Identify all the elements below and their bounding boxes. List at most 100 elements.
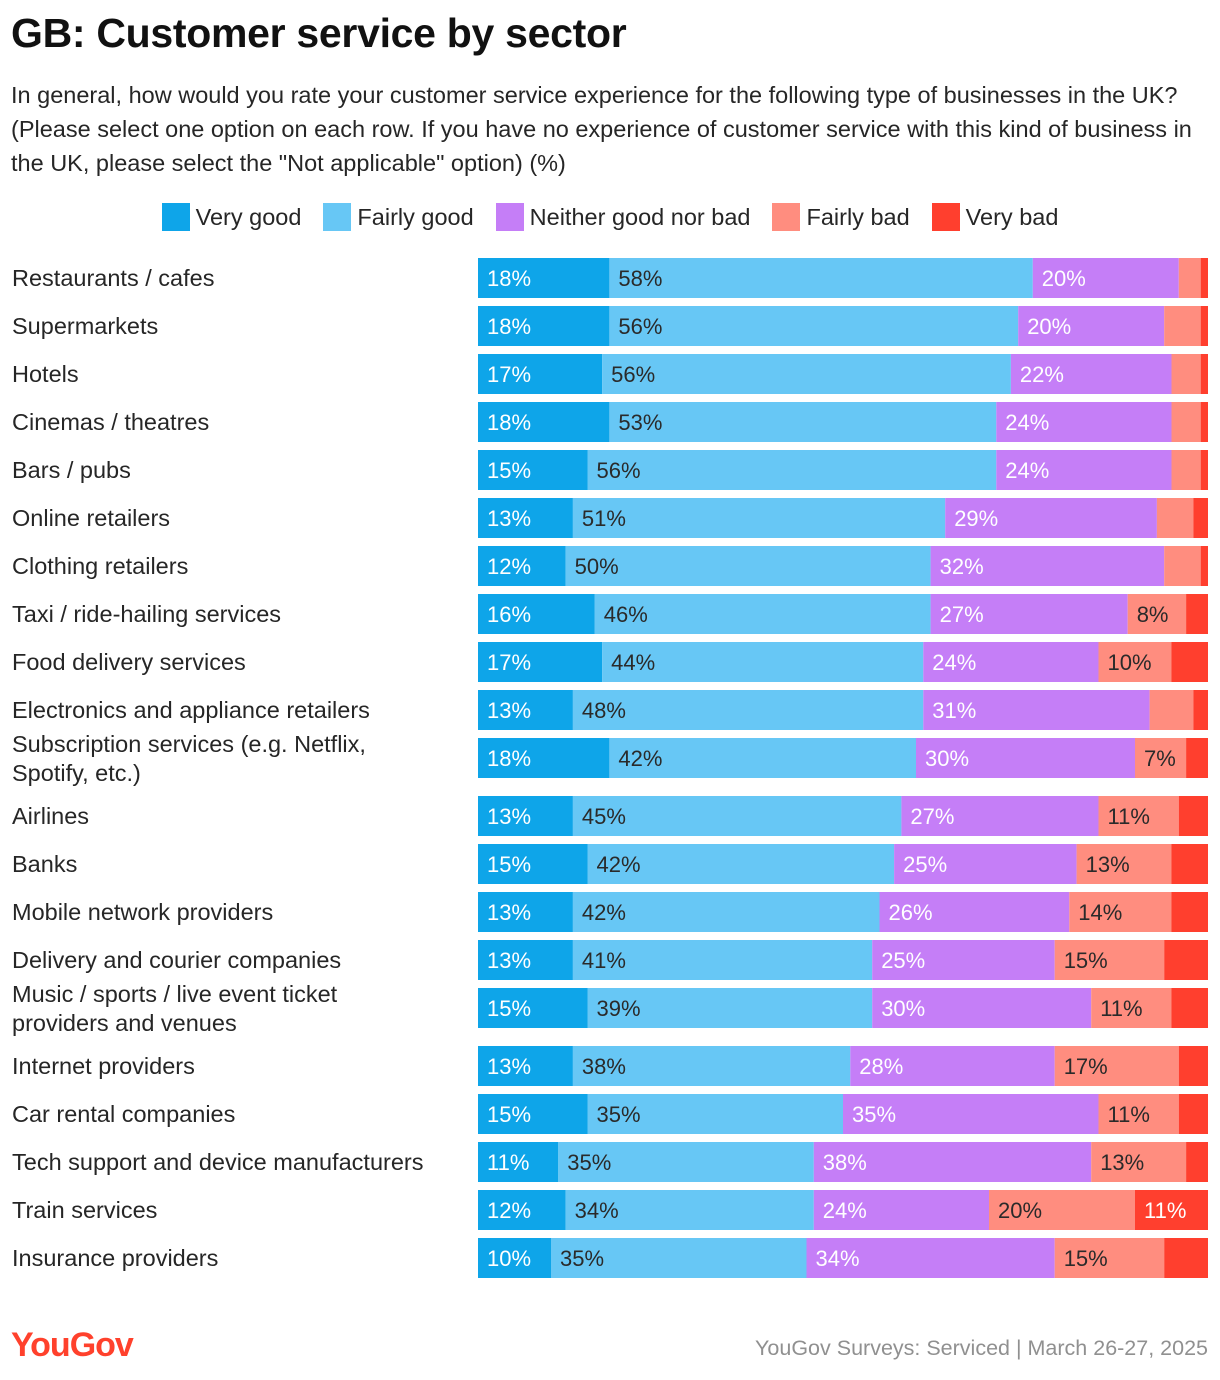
data-label: 58% (618, 266, 662, 291)
legend-label: Very good (195, 203, 302, 230)
data-label: 7% (1144, 746, 1176, 771)
bar-segment (478, 642, 603, 682)
data-label: 13% (487, 900, 531, 925)
bar-segment (478, 594, 595, 634)
bar-segment (1164, 1238, 1208, 1278)
bar-segment (478, 258, 610, 298)
bar-segment (1200, 258, 1208, 298)
bar-segment (1171, 844, 1208, 884)
data-label: 8% (1137, 602, 1169, 627)
data-label: 13% (487, 1054, 531, 1079)
bar-segment (1171, 354, 1201, 394)
bar-segment (1054, 1046, 1179, 1086)
data-label: 14% (1078, 900, 1122, 925)
yougov-logo: YouGov (11, 1326, 134, 1364)
row-label: Tech support and device manufacturers (12, 1149, 423, 1175)
bar-segment (1178, 796, 1208, 836)
row-label: Online retailers (12, 505, 170, 531)
bar-segment (609, 258, 1033, 298)
row-label: Insurance providers (12, 1245, 218, 1271)
data-label: 48% (582, 698, 626, 723)
data-label: 17% (1064, 1054, 1108, 1079)
data-label: 24% (823, 1198, 867, 1223)
bar-segment (478, 940, 573, 980)
bar-segment (478, 306, 610, 346)
bar-segment (1171, 892, 1208, 932)
data-label: 20% (1042, 266, 1086, 291)
bar-segment (587, 988, 873, 1028)
bar-segment (587, 450, 997, 490)
bar-segment (1032, 258, 1179, 298)
bar-segment (1164, 546, 1201, 586)
data-label: 13% (1086, 852, 1130, 877)
bar-segment (1091, 988, 1172, 1028)
chart-subtitle: In general, how would you rate your cust… (11, 82, 1192, 176)
bar-segment (565, 1190, 814, 1230)
source-note: YouGov Surveys: Serviced | March 26-27, … (755, 1336, 1208, 1360)
bar-segment (1200, 306, 1208, 346)
bar-segment (923, 642, 1099, 682)
row-label: Taxi / ride-hailing services (12, 601, 281, 627)
data-label: 15% (487, 1102, 531, 1127)
data-label: 38% (582, 1054, 626, 1079)
data-label: 35% (567, 1150, 611, 1175)
legend: Very good Fairly good Neither good nor bad… (0, 199, 1220, 235)
bar-segment (1193, 498, 1208, 538)
bar-segment (572, 796, 902, 836)
data-label: 42% (618, 746, 662, 771)
row-label: Electronics and appliance retailers (12, 697, 370, 723)
bar-segment (1135, 738, 1187, 778)
bar-segment (1186, 1142, 1208, 1182)
bar-segment (594, 594, 931, 634)
bar-segment (1200, 354, 1208, 394)
data-label: 51% (582, 506, 626, 531)
data-label: 27% (940, 602, 984, 627)
row-label: Food delivery services (12, 649, 246, 675)
data-label: 11% (1144, 1198, 1186, 1223)
data-label: 11% (1100, 996, 1142, 1021)
row-label: Clothing retailers (12, 553, 188, 579)
bar-segment (1178, 1046, 1208, 1086)
bar-segment (1018, 306, 1165, 346)
bar-segment (1186, 594, 1208, 634)
legend-swatch (931, 203, 960, 231)
bar-segment (1178, 258, 1201, 298)
legend-swatch (495, 203, 524, 231)
bar-segment (813, 1190, 989, 1230)
bar-segment (1200, 402, 1208, 442)
bar-segment (558, 1142, 814, 1182)
legend-label: Fairly good (357, 203, 474, 230)
data-label: 30% (881, 996, 925, 1021)
legend-item-2: Neither good nor bad (495, 203, 750, 231)
bar-segment (478, 354, 603, 394)
data-label: 13% (487, 948, 531, 973)
bar-segment (587, 844, 895, 884)
bar-segment (989, 1190, 1135, 1230)
bar-segment (478, 892, 573, 932)
data-label: 15% (487, 852, 531, 877)
bar-segment (930, 594, 1128, 634)
row-label: Banks (12, 851, 77, 877)
data-label: 45% (582, 804, 626, 829)
row-label: Supermarkets (12, 313, 158, 339)
legend-label: Very bad (965, 203, 1059, 230)
data-label: 32% (940, 554, 984, 579)
data-label: 35% (597, 1102, 641, 1127)
data-label: 53% (618, 410, 662, 435)
bar-segment (843, 1094, 1099, 1134)
data-label: 15% (1064, 948, 1108, 973)
data-label: 24% (932, 650, 976, 675)
bar-segment (1091, 1142, 1187, 1182)
bar-segment (1098, 642, 1172, 682)
data-label: 15% (487, 996, 531, 1021)
bar-segment (1127, 594, 1187, 634)
bar-segment (1156, 498, 1194, 538)
legend-item-3: Fairly bad (772, 203, 910, 231)
bar-segment (572, 892, 880, 932)
data-label: 16% (487, 602, 531, 627)
bar-segment (1171, 402, 1201, 442)
bar-segment (609, 738, 916, 778)
data-label: 41% (582, 948, 626, 973)
row-label: Delivery and courier companies (12, 947, 341, 973)
data-label: 26% (889, 900, 933, 925)
